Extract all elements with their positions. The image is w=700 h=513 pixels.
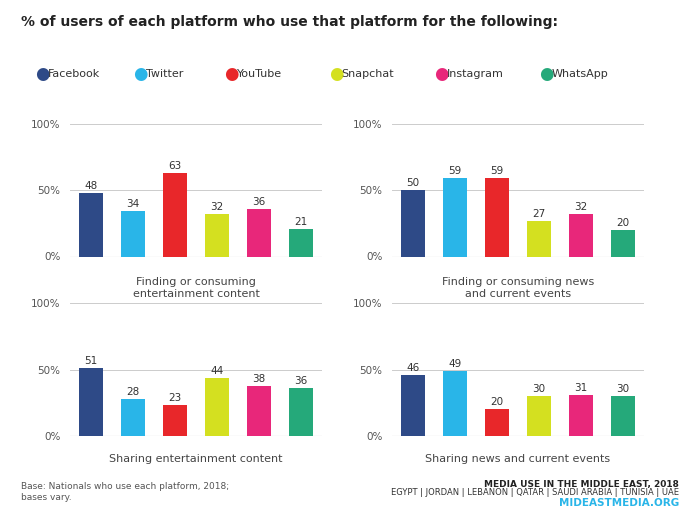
Bar xyxy=(612,396,635,436)
Bar xyxy=(570,214,593,256)
Text: MEDIA USE IN THE MIDDLE EAST, 2018: MEDIA USE IN THE MIDDLE EAST, 2018 xyxy=(484,480,679,489)
Bar xyxy=(206,214,228,256)
Text: Sharing news and current events: Sharing news and current events xyxy=(426,454,610,464)
Text: ●: ● xyxy=(329,65,344,84)
Text: 20: 20 xyxy=(491,398,503,407)
Bar xyxy=(248,209,270,256)
Bar xyxy=(206,378,228,436)
Text: EGYPT | JORDAN | LEBANON | QATAR | SAUDI ARABIA | TUNISIA | UAE: EGYPT | JORDAN | LEBANON | QATAR | SAUDI… xyxy=(391,488,679,498)
Text: Finding or consuming news
and current events: Finding or consuming news and current ev… xyxy=(442,277,594,299)
Bar xyxy=(290,229,312,256)
Bar xyxy=(402,375,425,436)
Text: ●: ● xyxy=(434,65,449,84)
Text: Instagram: Instagram xyxy=(447,69,503,80)
Text: 30: 30 xyxy=(533,384,545,394)
Bar xyxy=(122,399,145,436)
Text: ●: ● xyxy=(35,65,50,84)
Text: Sharing entertainment content: Sharing entertainment content xyxy=(109,454,283,464)
Text: 59: 59 xyxy=(491,166,503,176)
Text: 36: 36 xyxy=(253,196,265,207)
Bar xyxy=(122,211,145,256)
Text: 27: 27 xyxy=(533,209,545,219)
Text: Twitter: Twitter xyxy=(146,69,183,80)
Bar xyxy=(444,178,466,256)
Text: 23: 23 xyxy=(169,393,181,403)
Text: YouTube: YouTube xyxy=(237,69,281,80)
Text: Finding or consuming
entertainment content: Finding or consuming entertainment conte… xyxy=(132,277,260,299)
Bar xyxy=(486,178,508,256)
Text: 50: 50 xyxy=(407,178,419,188)
Text: 20: 20 xyxy=(617,218,629,228)
Bar xyxy=(163,173,186,256)
Text: ●: ● xyxy=(133,65,148,84)
Text: WhatsApp: WhatsApp xyxy=(552,69,608,80)
Text: 30: 30 xyxy=(617,384,629,394)
Text: 51: 51 xyxy=(85,356,97,366)
Bar xyxy=(528,221,551,256)
Text: MIDEASTMEDIA.ORG: MIDEASTMEDIA.ORG xyxy=(559,498,679,507)
Bar xyxy=(612,230,635,256)
Bar xyxy=(80,368,103,436)
Text: 32: 32 xyxy=(211,202,223,212)
Bar xyxy=(528,396,551,436)
Text: 49: 49 xyxy=(449,359,461,369)
Text: 32: 32 xyxy=(575,202,587,212)
Text: 48: 48 xyxy=(85,181,97,191)
Bar xyxy=(248,385,270,436)
Bar xyxy=(570,395,593,436)
Text: 46: 46 xyxy=(407,363,419,373)
Text: ●: ● xyxy=(224,65,239,84)
Text: 31: 31 xyxy=(575,383,587,393)
Bar xyxy=(163,405,186,436)
Text: Base: Nationals who use each platform, 2018;
bases vary.: Base: Nationals who use each platform, 2… xyxy=(21,482,229,502)
Text: 59: 59 xyxy=(449,166,461,176)
Bar xyxy=(486,409,508,436)
Bar xyxy=(80,193,103,256)
Text: 28: 28 xyxy=(127,387,139,397)
Text: 38: 38 xyxy=(253,373,265,384)
Text: 36: 36 xyxy=(295,376,307,386)
Bar xyxy=(402,190,425,256)
Text: Snapchat: Snapchat xyxy=(342,69,394,80)
Text: 21: 21 xyxy=(295,216,307,227)
Text: % of users of each platform who use that platform for the following:: % of users of each platform who use that… xyxy=(21,15,558,29)
Text: Facebook: Facebook xyxy=(48,69,100,80)
Bar xyxy=(290,388,312,436)
Text: 34: 34 xyxy=(127,199,139,209)
Bar xyxy=(444,371,466,436)
Text: ●: ● xyxy=(539,65,554,84)
Text: 44: 44 xyxy=(211,366,223,376)
Text: 63: 63 xyxy=(169,161,181,171)
